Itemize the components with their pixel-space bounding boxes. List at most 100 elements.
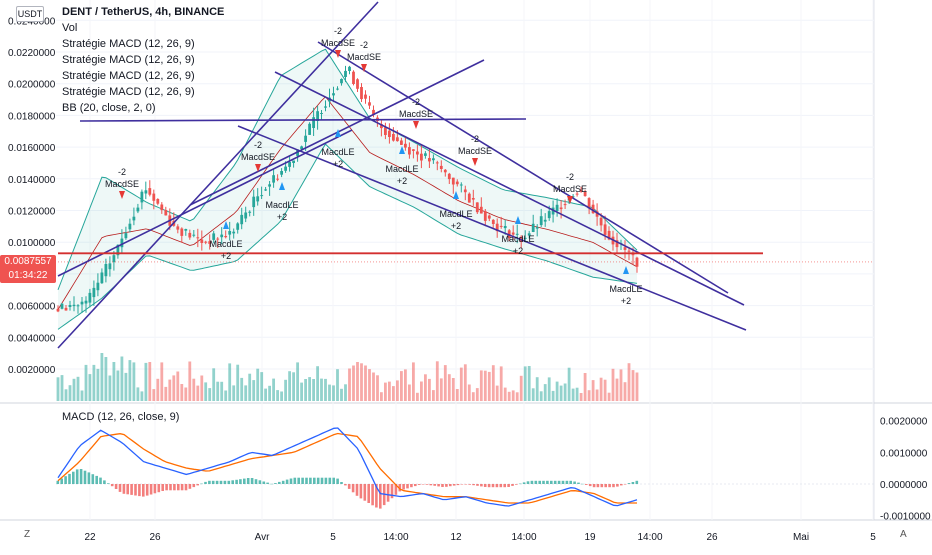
volume-bar bbox=[432, 390, 435, 401]
macd-histogram-bar bbox=[328, 477, 332, 484]
macd-histogram-bar bbox=[68, 473, 71, 484]
macd-histogram-bar bbox=[445, 484, 448, 487]
candle-body bbox=[583, 191, 587, 197]
time-tick-label: 26 bbox=[706, 532, 718, 543]
volume-bar bbox=[324, 378, 327, 401]
candle-body bbox=[372, 109, 375, 115]
volume-bar bbox=[396, 380, 399, 401]
volume-bar bbox=[172, 375, 176, 401]
macd-histogram-bar bbox=[208, 480, 211, 484]
macd-histogram-bar bbox=[499, 484, 503, 488]
volume-bar bbox=[531, 388, 535, 401]
legend-vol[interactable]: Vol bbox=[62, 22, 78, 34]
candle-body bbox=[236, 223, 240, 230]
trendlines[interactable] bbox=[57, 1, 763, 349]
legend-bb[interactable]: BB (20, close, 2, 0) bbox=[62, 102, 156, 114]
macd-histogram-bar bbox=[320, 477, 324, 484]
candle-body bbox=[535, 227, 539, 229]
time-tick-label: 19 bbox=[584, 532, 596, 543]
auto-scale-button[interactable]: A bbox=[900, 529, 907, 540]
candle-body bbox=[559, 207, 563, 210]
short-signal-qty: -2 bbox=[254, 140, 262, 150]
bollinger-bands bbox=[57, 48, 638, 330]
macd-histogram-bar bbox=[188, 484, 192, 489]
candle-body bbox=[499, 225, 503, 227]
time-tick-label: Mai bbox=[793, 532, 809, 543]
macd-histogram-bar bbox=[573, 481, 576, 484]
volume-bar bbox=[463, 364, 467, 401]
macd-histogram-bar bbox=[243, 478, 246, 484]
macd-histogram-bar bbox=[417, 484, 421, 485]
macd-histogram-bar bbox=[557, 480, 561, 484]
macd-histogram-bar bbox=[495, 484, 499, 488]
macd-histogram-bar bbox=[627, 483, 631, 484]
long-signal-arrow bbox=[515, 216, 521, 224]
volume-bar bbox=[567, 367, 571, 401]
volume-bar bbox=[116, 370, 120, 401]
candle-body bbox=[420, 153, 423, 161]
candle-body bbox=[595, 211, 599, 217]
candle-body bbox=[603, 224, 607, 235]
macd-histogram-bar bbox=[518, 483, 522, 485]
macd-histogram-bar bbox=[355, 484, 359, 496]
volume-bar bbox=[136, 387, 140, 401]
macd-histogram-bar bbox=[91, 474, 95, 484]
candle-body bbox=[607, 230, 611, 240]
macd-histogram-bar bbox=[142, 484, 145, 497]
volume-bar bbox=[216, 381, 220, 401]
short-signal-label: MacdSE bbox=[347, 52, 381, 62]
macd-histogram-bar bbox=[406, 484, 409, 489]
candle-body bbox=[228, 231, 232, 235]
macd-tick-label: 0.0020000 bbox=[880, 417, 928, 428]
candle-body bbox=[284, 166, 287, 171]
candle-body bbox=[471, 198, 475, 200]
volume-bar bbox=[555, 381, 559, 401]
macd-histogram-bar bbox=[278, 481, 281, 484]
volume-bar bbox=[619, 369, 623, 401]
timezone-button[interactable]: Z bbox=[24, 529, 31, 540]
volume-bar bbox=[272, 378, 275, 401]
grid bbox=[0, 0, 932, 521]
volume-bar bbox=[104, 357, 108, 401]
candle-body bbox=[224, 236, 228, 238]
candle-body bbox=[336, 88, 339, 90]
candle-body bbox=[268, 184, 271, 187]
macd-legend[interactable]: MACD (12, 26, close, 9) bbox=[62, 411, 180, 423]
candle-body bbox=[240, 214, 244, 225]
macd-histogram-bar bbox=[371, 484, 374, 506]
symbol-title[interactable]: DENT / TetherUS, 4h, BINANCE bbox=[62, 6, 225, 18]
candle-body bbox=[96, 282, 100, 291]
candle-body bbox=[547, 211, 551, 219]
short-signal-qty: -2 bbox=[334, 26, 342, 36]
price-tick-label: 0.0040000 bbox=[8, 333, 56, 344]
candle-body bbox=[156, 199, 160, 204]
price-tick-label: 0.0200000 bbox=[8, 80, 56, 91]
price-tick-label: 0.0120000 bbox=[8, 207, 56, 218]
candle-body bbox=[100, 272, 104, 284]
volume-bar bbox=[204, 382, 208, 401]
candle-body bbox=[316, 111, 319, 121]
volume-bars bbox=[56, 353, 639, 401]
volume-bar bbox=[252, 380, 256, 401]
candle-body bbox=[388, 130, 391, 137]
macd-histogram-bar bbox=[196, 484, 199, 486]
time-tick-label: 5 bbox=[870, 532, 876, 543]
candle-body bbox=[591, 204, 595, 214]
legend-strategy-3[interactable]: Stratégie MACD (12, 26, 9) bbox=[62, 70, 195, 82]
macd-histogram-bar bbox=[390, 484, 394, 499]
currency-badge[interactable]: USDT bbox=[16, 6, 44, 22]
legend-strategy-4[interactable]: Stratégie MACD (12, 26, 9) bbox=[62, 86, 195, 98]
volume-bar bbox=[400, 371, 403, 401]
price-tag-countdown: 01:34:22 bbox=[8, 270, 48, 281]
volume-bar bbox=[348, 368, 351, 401]
short-signal-arrow bbox=[472, 158, 478, 166]
legend-strategy-1[interactable]: Stratégie MACD (12, 26, 9) bbox=[62, 38, 195, 50]
macd-histogram-bar bbox=[565, 480, 569, 484]
volume-bar bbox=[595, 389, 599, 401]
macd-histogram-bar bbox=[270, 483, 273, 485]
volume-bar bbox=[611, 368, 615, 401]
volume-bar bbox=[483, 370, 487, 401]
legend-strategy-2[interactable]: Stratégie MACD (12, 26, 9) bbox=[62, 54, 195, 66]
volume-bar bbox=[447, 374, 451, 401]
